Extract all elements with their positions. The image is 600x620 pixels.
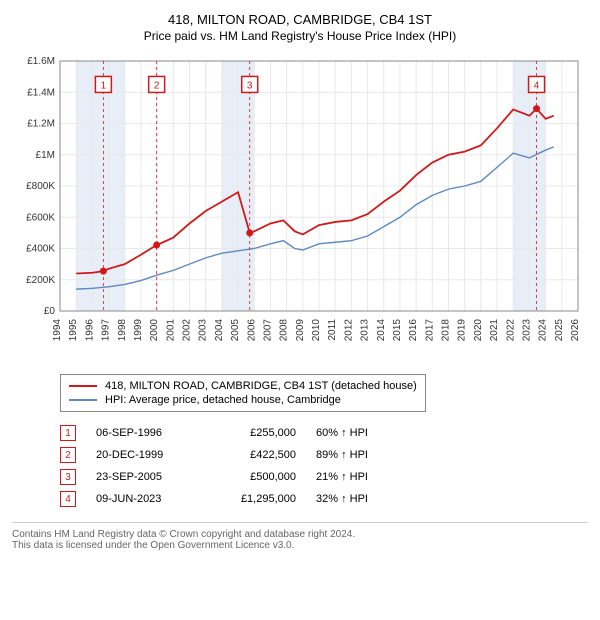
sale-price: £422,500 xyxy=(216,449,296,461)
svg-text:1997: 1997 xyxy=(101,319,112,342)
legend-row-property: 418, MILTON ROAD, CAMBRIDGE, CB4 1ST (de… xyxy=(69,379,417,393)
svg-text:4: 4 xyxy=(534,80,540,91)
sale-hpi: 60% ↑ HPI xyxy=(316,427,396,439)
svg-text:2024: 2024 xyxy=(538,319,549,342)
chart-title: 418, MILTON ROAD, CAMBRIDGE, CB4 1ST xyxy=(12,12,588,27)
legend-swatch-hpi xyxy=(69,399,97,401)
svg-text:2007: 2007 xyxy=(262,319,273,342)
svg-text:2003: 2003 xyxy=(198,319,209,342)
svg-text:1998: 1998 xyxy=(117,319,128,342)
svg-text:3: 3 xyxy=(247,80,253,91)
svg-text:2014: 2014 xyxy=(376,319,387,342)
svg-text:£1.2M: £1.2M xyxy=(27,119,55,130)
sales-row: 1 06-SEP-1996 £255,000 60% ↑ HPI xyxy=(60,422,588,444)
sale-price: £255,000 xyxy=(216,427,296,439)
footer-line2: This data is licensed under the Open Gov… xyxy=(12,540,588,551)
svg-text:£1.6M: £1.6M xyxy=(27,56,55,67)
sales-row: 4 09-JUN-2023 £1,295,000 32% ↑ HPI xyxy=(60,488,588,510)
sale-hpi: 32% ↑ HPI xyxy=(316,493,396,505)
svg-text:2004: 2004 xyxy=(214,319,225,342)
legend-swatch-property xyxy=(69,385,97,387)
sale-date: 09-JUN-2023 xyxy=(96,493,196,505)
svg-text:2: 2 xyxy=(154,80,160,91)
svg-text:£400K: £400K xyxy=(26,244,55,255)
price-chart: £0 £200K £400K £600K £800K £1M £1.2M £1.4M £1.6M… xyxy=(12,51,588,361)
chart-container: £0 £200K £400K £600K £800K £1M £1.2M £1.4M £1.6M… xyxy=(12,51,588,366)
svg-text:1995: 1995 xyxy=(68,319,79,342)
sale-date: 20-DEC-1999 xyxy=(96,449,196,461)
svg-text:£1M: £1M xyxy=(36,150,55,161)
sales-row: 3 23-SEP-2005 £500,000 21% ↑ HPI xyxy=(60,466,588,488)
svg-text:2002: 2002 xyxy=(182,319,193,342)
svg-text:2020: 2020 xyxy=(473,319,484,342)
sale-badge: 1 xyxy=(60,425,76,441)
sales-table: 1 06-SEP-1996 £255,000 60% ↑ HPI 2 20-DEC-199… xyxy=(60,422,588,510)
svg-text:2012: 2012 xyxy=(343,319,354,342)
svg-text:2021: 2021 xyxy=(489,319,500,342)
svg-text:2001: 2001 xyxy=(165,319,176,342)
svg-text:2008: 2008 xyxy=(279,319,290,342)
sale-hpi: 89% ↑ HPI xyxy=(316,449,396,461)
svg-text:1: 1 xyxy=(101,80,107,91)
legend-row-hpi: HPI: Average price, detached house, Camb… xyxy=(69,393,417,407)
svg-text:2023: 2023 xyxy=(521,319,532,342)
svg-text:£600K: £600K xyxy=(26,212,55,223)
legend: 418, MILTON ROAD, CAMBRIDGE, CB4 1ST (de… xyxy=(60,374,426,412)
sale-date: 06-SEP-1996 xyxy=(96,427,196,439)
svg-text:2010: 2010 xyxy=(311,319,322,342)
svg-text:2000: 2000 xyxy=(149,319,160,342)
sale-price: £500,000 xyxy=(216,471,296,483)
svg-text:2022: 2022 xyxy=(505,319,516,342)
legend-label-property: 418, MILTON ROAD, CAMBRIDGE, CB4 1ST (de… xyxy=(105,380,417,392)
legend-label-hpi: HPI: Average price, detached house, Camb… xyxy=(105,394,341,406)
svg-text:2026: 2026 xyxy=(570,319,581,342)
svg-text:2009: 2009 xyxy=(295,319,306,342)
svg-text:2019: 2019 xyxy=(457,319,468,342)
svg-text:£1.4M: £1.4M xyxy=(27,87,55,98)
svg-text:2016: 2016 xyxy=(408,319,419,342)
svg-text:£800K: £800K xyxy=(26,181,55,192)
svg-text:1999: 1999 xyxy=(133,319,144,342)
chart-subtitle: Price paid vs. HM Land Registry's House … xyxy=(12,29,588,43)
sales-row: 2 20-DEC-1999 £422,500 89% ↑ HPI xyxy=(60,444,588,466)
svg-text:1994: 1994 xyxy=(52,319,63,342)
svg-text:2018: 2018 xyxy=(441,319,452,342)
svg-text:£200K: £200K xyxy=(26,275,55,286)
sale-badge: 4 xyxy=(60,491,76,507)
svg-text:2015: 2015 xyxy=(392,319,403,342)
sale-date: 23-SEP-2005 xyxy=(96,471,196,483)
sale-price: £1,295,000 xyxy=(216,493,296,505)
svg-text:2005: 2005 xyxy=(230,319,241,342)
svg-text:2025: 2025 xyxy=(554,319,565,342)
svg-text:2011: 2011 xyxy=(327,319,338,341)
svg-text:2013: 2013 xyxy=(360,319,371,342)
footer: Contains HM Land Registry data © Crown c… xyxy=(12,522,588,551)
svg-text:1996: 1996 xyxy=(84,319,95,342)
sale-badge: 3 xyxy=(60,469,76,485)
sale-hpi: 21% ↑ HPI xyxy=(316,471,396,483)
footer-line1: Contains HM Land Registry data © Crown c… xyxy=(12,529,588,540)
svg-text:2006: 2006 xyxy=(246,319,257,342)
svg-text:£0: £0 xyxy=(44,306,56,317)
sale-badge: 2 xyxy=(60,447,76,463)
svg-text:2017: 2017 xyxy=(424,319,435,342)
